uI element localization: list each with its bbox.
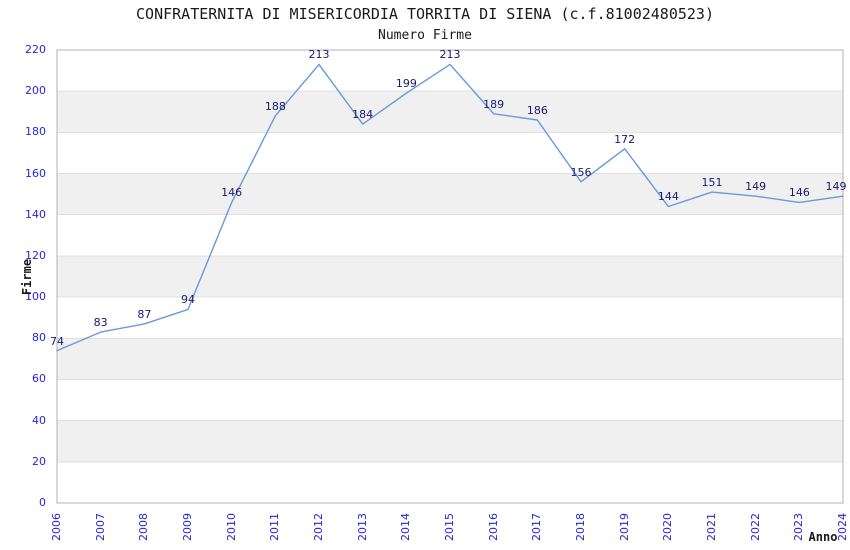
y-tick-label: 140	[25, 207, 46, 221]
data-label: 151	[701, 176, 723, 190]
data-label: 87	[137, 307, 152, 321]
data-label: 144	[657, 190, 679, 204]
plot-band	[57, 173, 843, 215]
y-tick-label: 40	[32, 413, 46, 427]
data-label: 189	[483, 97, 505, 111]
x-tick-label: 2018	[574, 513, 587, 541]
data-label: 146	[221, 186, 243, 200]
data-label: 94	[181, 293, 195, 307]
x-tick-label: 2019	[617, 513, 631, 541]
x-tick-label: 2023	[792, 513, 806, 541]
x-tick-label: 2014	[399, 513, 413, 541]
y-tick-label: 100	[25, 290, 46, 304]
x-tick-label: 2024	[836, 513, 849, 541]
y-axis-title: Firme	[20, 258, 34, 296]
plot-band	[57, 91, 843, 133]
data-label: 213	[308, 48, 330, 62]
data-label: 186	[526, 104, 548, 117]
x-tick-label: 2017	[530, 513, 544, 541]
y-tick-label: 200	[25, 84, 46, 98]
y-tick-label: 80	[32, 331, 46, 345]
plot-band	[57, 255, 843, 298]
x-tick-label: 2015	[443, 513, 456, 541]
x-tick-label: 2010	[224, 513, 238, 541]
x-tick-label: 2011	[268, 513, 282, 541]
y-tick-label: 60	[32, 372, 46, 386]
x-tick-label: 2006	[50, 513, 63, 541]
y-tick-label: 180	[25, 125, 46, 139]
x-tick-label: 2009	[181, 513, 194, 541]
data-label: 184	[352, 108, 374, 122]
chart-title: CONFRATERNITA DI MISERICORDIA TORRITA DI…	[136, 5, 714, 23]
data-label: 199	[395, 77, 417, 91]
x-tick-label: 2021	[705, 513, 718, 541]
plot-band	[57, 338, 843, 380]
y-tick-label: 220	[25, 43, 46, 56]
x-tick-label: 2012	[312, 513, 325, 541]
data-label: 146	[788, 186, 810, 200]
x-tick-label: 2013	[355, 513, 369, 541]
plot-band	[57, 420, 843, 462]
x-tick-label: 2022	[748, 513, 762, 541]
x-tick-label: 2020	[661, 513, 675, 541]
y-tick-label: 20	[32, 454, 46, 468]
data-label: 188	[264, 99, 286, 113]
data-label: 83	[93, 316, 108, 330]
data-label: 213	[439, 48, 461, 62]
data-label: 172	[614, 132, 636, 146]
data-label: 156	[570, 165, 592, 179]
x-tick-label: 2008	[137, 513, 151, 541]
data-label: 149	[825, 180, 847, 194]
x-tick-label: 2016	[486, 513, 500, 541]
plot-border	[56, 49, 844, 504]
data-label: 74	[50, 334, 64, 348]
data-label: 149	[745, 180, 767, 194]
x-axis-title: Anno	[808, 530, 838, 544]
data-line	[56, 63, 844, 352]
chart-subtitle: Numero Firme	[378, 28, 472, 43]
y-tick-label: 160	[25, 166, 46, 180]
x-tick-label: 2007	[93, 513, 107, 541]
y-tick-label: 120	[25, 248, 46, 262]
y-tick-label: 0	[39, 496, 46, 509]
